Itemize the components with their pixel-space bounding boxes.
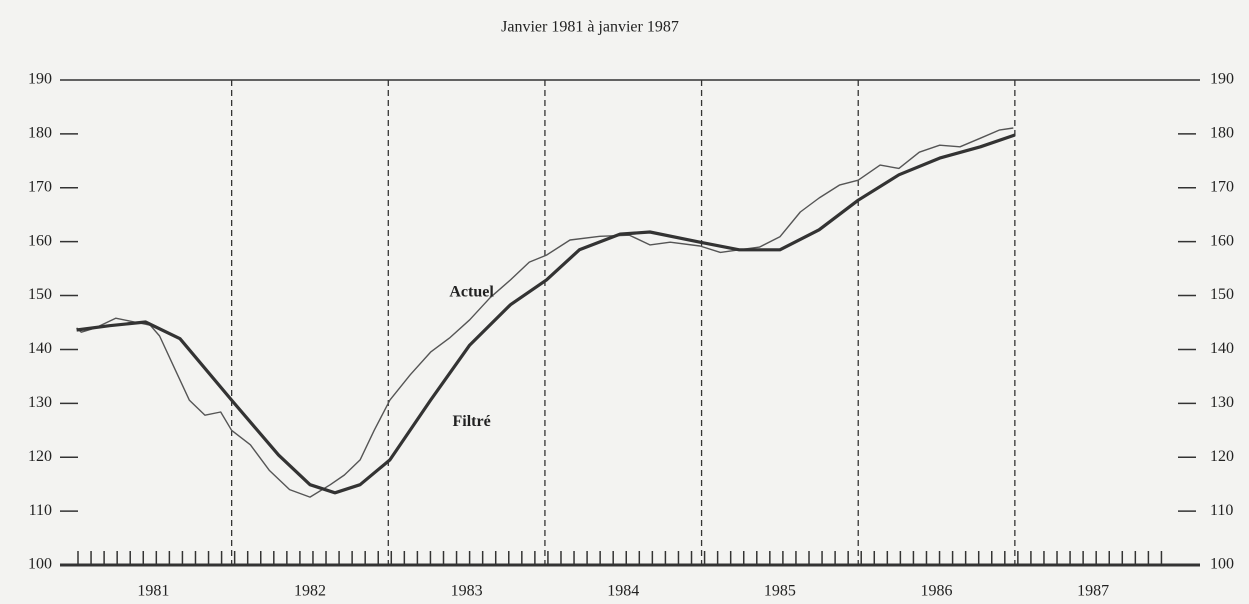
series-line	[76, 127, 1014, 498]
x-tick-label: 1982	[294, 583, 326, 600]
y2-tick-label: 170	[1210, 178, 1234, 195]
y2-tick-label: 110	[1210, 502, 1233, 519]
y-tick-label: 140	[28, 340, 52, 357]
y2-tick-label: 130	[1210, 394, 1234, 411]
y-tick-label: 120	[28, 448, 52, 465]
y-tick-label: 190	[28, 71, 52, 88]
y-tick-label: 110	[29, 502, 52, 519]
x-tick-label: 1987	[1077, 583, 1109, 600]
series-label: Actuel	[449, 284, 494, 301]
y-tick-label: 170	[28, 178, 52, 195]
series-line	[76, 133, 1016, 495]
x-tick-label: 1985	[764, 583, 796, 600]
chart-title: Janvier 1981 à janvier 1987	[501, 19, 679, 36]
y-tick-label: 160	[28, 232, 52, 249]
y2-tick-label: 160	[1210, 232, 1234, 249]
x-tick-label: 1981	[137, 583, 169, 600]
x-tick-label: 1986	[921, 583, 953, 600]
y2-tick-label: 140	[1210, 340, 1234, 357]
y2-tick-label: 150	[1210, 286, 1234, 303]
series-label: Filtré	[453, 413, 491, 430]
y-tick-label: 150	[28, 286, 52, 303]
x-tick-label: 1983	[451, 583, 483, 600]
y2-tick-label: 190	[1210, 71, 1234, 88]
y2-tick-label: 180	[1210, 125, 1234, 142]
x-tick-label: 1984	[607, 583, 639, 600]
y-tick-label: 180	[28, 125, 52, 142]
y2-tick-label: 100	[1210, 556, 1234, 573]
y-tick-label: 130	[28, 394, 52, 411]
y2-tick-label: 120	[1210, 448, 1234, 465]
y-tick-label: 100	[28, 556, 52, 573]
